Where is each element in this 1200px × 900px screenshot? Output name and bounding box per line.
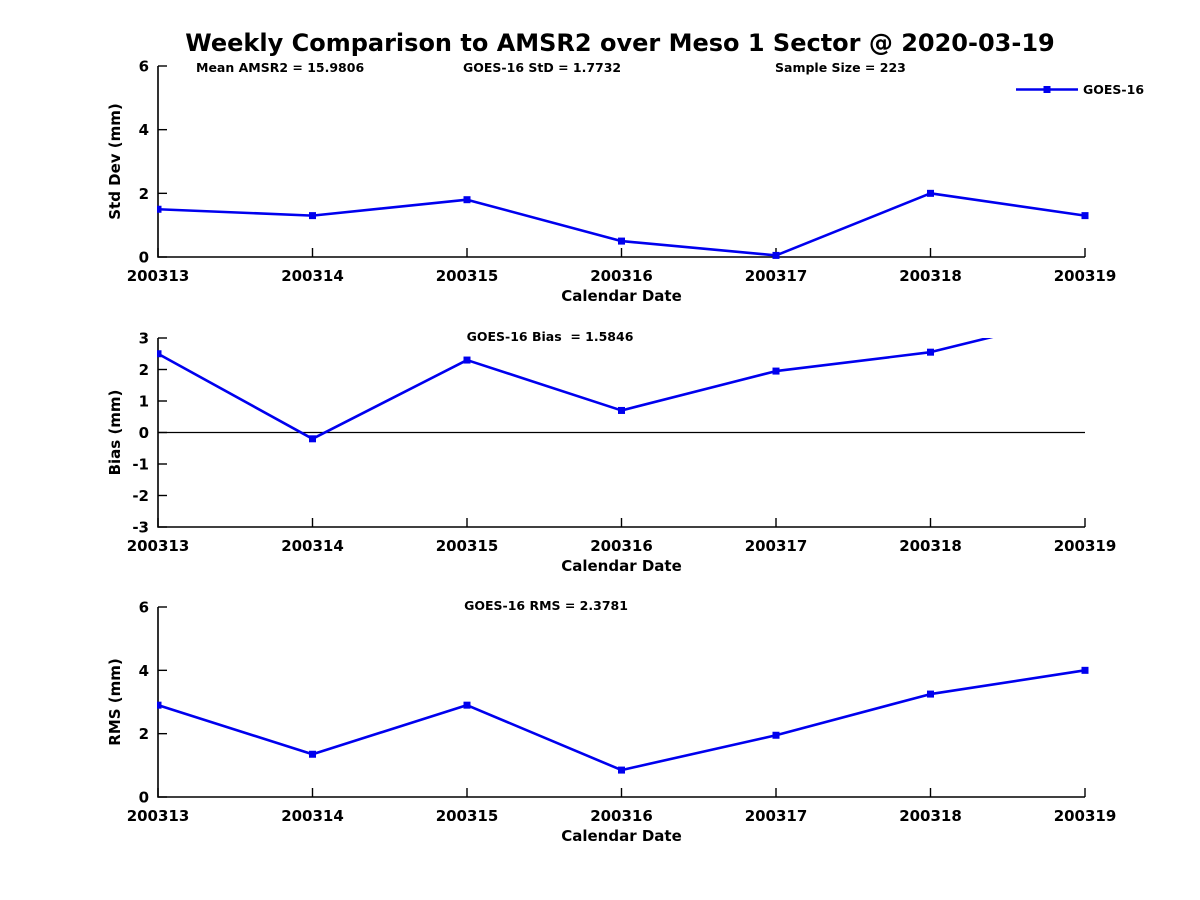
data-point-marker <box>309 750 316 758</box>
data-point-marker <box>1081 212 1089 220</box>
x-tick-label: 200313 <box>127 267 190 285</box>
legend-label: GOES-16 <box>1083 82 1145 97</box>
stat-mean-amsr2: Mean AMSR2 = 15.9806 <box>196 60 365 75</box>
x-tick-label: 200317 <box>745 537 808 555</box>
x-tick-label: 200317 <box>745 807 808 825</box>
x-tick-label: 200314 <box>281 807 344 825</box>
data-point-marker <box>618 237 625 245</box>
x-tick-label: 200318 <box>899 537 962 555</box>
x-tick-label: 200316 <box>590 267 653 285</box>
y-axis-label: Std Dev (mm) <box>106 103 124 220</box>
data-point-marker <box>772 731 780 739</box>
y-tick-label: -2 <box>132 487 149 505</box>
y-tick-label: 2 <box>139 725 149 743</box>
y-tick-label: 2 <box>139 361 149 379</box>
y-tick-label: 4 <box>139 662 149 680</box>
data-point-marker <box>618 406 625 414</box>
legend-line-marker-icon <box>1016 86 1078 93</box>
y-tick-label: 0 <box>139 789 149 807</box>
subplot-1-std-dev: 200313 200314 200315 200316 200317 200318 2003… <box>106 58 1116 306</box>
series-goes-16 <box>157 338 994 443</box>
legend: GOES-16 <box>1016 82 1144 97</box>
data-point-marker <box>927 348 934 356</box>
y-tick-label: 6 <box>139 599 149 617</box>
y-tick-label: -1 <box>132 456 149 474</box>
data-point-marker <box>463 196 471 204</box>
y-tick-label: 1 <box>139 393 149 411</box>
data-point-marker <box>772 367 780 375</box>
data-point-marker <box>157 205 162 213</box>
subplot-3-rms: 200313 200314 200315 200316 200317 200318 2003… <box>106 599 1116 846</box>
x-tick-label: 200319 <box>1054 537 1117 555</box>
x-axis-label: Calendar Date <box>561 287 682 305</box>
x-tick-label: 200316 <box>590 807 653 825</box>
data-point-marker <box>309 435 316 443</box>
x-tick-label: 200319 <box>1054 807 1117 825</box>
x-tick-label: 200317 <box>745 267 808 285</box>
x-tick-label: 200318 <box>899 807 962 825</box>
series-goes-16 <box>157 666 1089 774</box>
x-tick-label: 200315 <box>436 807 499 825</box>
y-axis-label: RMS (mm) <box>106 658 124 745</box>
bias-annotation: GOES-16 Bias = 1.5846 <box>466 329 634 344</box>
axes <box>157 66 1085 258</box>
subplot-2-bias: 200313 200314 200315 200316 200317 200318 2003… <box>106 330 1117 576</box>
x-axis-label: Calendar Date <box>561 557 682 575</box>
series-goes-16 <box>157 189 1089 259</box>
x-axis-label: Calendar Date <box>561 827 682 845</box>
x-tick-label: 200316 <box>590 537 653 555</box>
y-tick-label: 0 <box>139 424 149 442</box>
stat-goes16-std: GOES-16 StD = 1.7732 <box>463 60 622 75</box>
x-tick-label: 200318 <box>899 267 962 285</box>
y-axis-label: Bias (mm) <box>106 390 124 476</box>
series-line <box>157 192 1086 257</box>
data-point-marker <box>309 212 316 220</box>
y-tick-label: 2 <box>139 185 149 203</box>
x-tick-label: 200313 <box>127 807 190 825</box>
y-tick-label: 3 <box>139 330 149 348</box>
data-point-marker <box>157 350 162 358</box>
stat-sample-size: Sample Size = 223 <box>775 60 906 75</box>
x-tick-label: 200315 <box>436 267 499 285</box>
data-point-marker <box>927 690 934 698</box>
data-point-marker <box>927 189 934 197</box>
figure-title: Weekly Comparison to AMSR2 over Meso 1 S… <box>185 29 1055 57</box>
series-line <box>157 669 1086 772</box>
rms-annotation: GOES-16 RMS = 2.3781 <box>464 598 628 613</box>
y-tick-label: 0 <box>139 249 149 267</box>
data-point-marker <box>157 701 162 709</box>
x-tick-label: 200314 <box>281 537 344 555</box>
data-point-marker <box>463 701 471 709</box>
y-tick-label: 4 <box>139 121 149 139</box>
data-point-marker <box>618 766 625 774</box>
x-tick-label: 200319 <box>1054 267 1117 285</box>
x-tick-label: 200314 <box>281 267 344 285</box>
x-tick-label: 200315 <box>436 537 499 555</box>
data-point-marker <box>463 356 471 364</box>
y-tick-label: -3 <box>132 519 149 537</box>
y-tick-label: 6 <box>139 58 149 76</box>
data-point-marker <box>772 251 780 259</box>
data-point-marker <box>1081 666 1089 674</box>
x-tick-label: 200313 <box>127 537 190 555</box>
